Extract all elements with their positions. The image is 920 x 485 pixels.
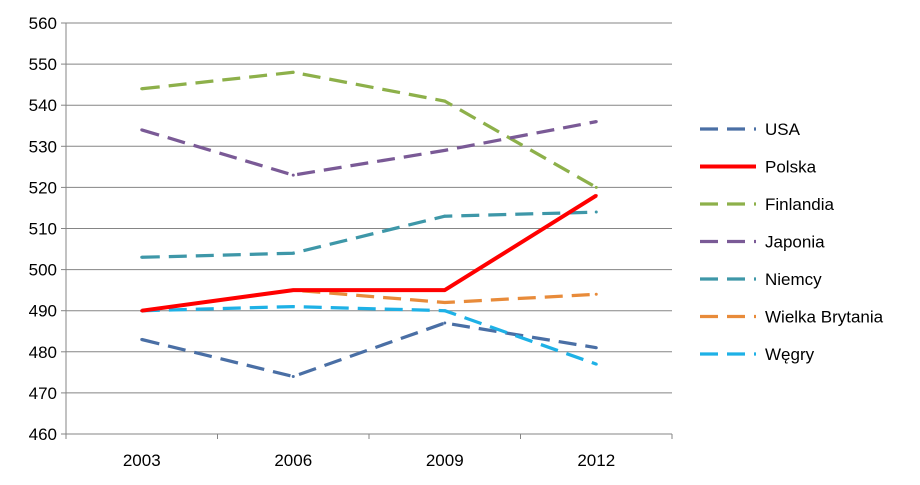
series-line-polska [141, 193, 598, 313]
y-tick-label: 520 [29, 178, 57, 197]
data-point [291, 305, 295, 309]
data-point [140, 255, 144, 259]
series-line-wielka-brytania [141, 288, 597, 313]
legend-label: Niemcy [765, 270, 822, 289]
y-tick-label: 530 [29, 137, 57, 156]
x-tick-label: 2003 [123, 451, 161, 470]
y-tick-label: 540 [29, 96, 57, 115]
x-tick-label: 2012 [577, 451, 615, 470]
legend-label: Finlandia [765, 195, 835, 214]
data-point [443, 288, 447, 292]
data-point [291, 374, 295, 378]
data-point [443, 300, 447, 304]
legend-item: Polska [700, 158, 817, 177]
data-point [291, 70, 295, 74]
series-line-usa [141, 321, 597, 379]
legend-item: Niemcy [700, 270, 822, 289]
y-tick-label: 500 [29, 261, 57, 280]
series-line-niemcy [141, 210, 597, 259]
data-point [443, 309, 447, 313]
legend: USA Polska Finlandia Japonia Niemcy Wielka Br… [700, 120, 884, 364]
legend-item: Japonia [700, 233, 825, 252]
y-tick-label: 550 [29, 55, 57, 74]
series-line-węgry [141, 304, 597, 366]
data-point [140, 128, 144, 132]
series-line-finlandia [141, 70, 598, 189]
data-point [594, 292, 598, 296]
axes: 460 470 480 490 500 510 520 530 540 550 560 2003 200… [29, 14, 673, 470]
series-lines [140, 70, 598, 379]
data-point [594, 210, 598, 214]
series-line-japonia [141, 120, 597, 177]
x-tick-label: 2009 [426, 451, 464, 470]
data-point [594, 194, 598, 198]
y-tick-label: 460 [29, 425, 57, 444]
legend-label: Japonia [765, 233, 825, 252]
legend-label: USA [765, 120, 801, 139]
legend-label: Wielka Brytania [765, 308, 884, 327]
data-point [140, 87, 144, 91]
y-tick-label: 560 [29, 14, 57, 33]
legend-item: Finlandia [700, 195, 835, 214]
data-point [291, 251, 295, 255]
legend-item: USA [700, 120, 801, 139]
data-point [594, 120, 598, 124]
x-tick-label: 2006 [274, 451, 312, 470]
y-tick-label: 470 [29, 384, 57, 403]
data-point [594, 346, 598, 350]
legend-item: Węgry [700, 345, 815, 364]
gridlines [66, 22, 672, 394]
data-point [291, 173, 295, 177]
legend-label: Węgry [765, 345, 815, 364]
y-tick-label: 480 [29, 343, 57, 362]
data-point [443, 214, 447, 218]
data-point [594, 362, 598, 366]
legend-item: Wielka Brytania [700, 308, 884, 327]
data-point [140, 309, 144, 313]
y-tick-label: 490 [29, 302, 57, 321]
data-point [443, 321, 447, 325]
data-point [291, 288, 295, 292]
legend-label: Polska [765, 158, 817, 177]
data-point [443, 99, 447, 103]
data-point [594, 185, 598, 189]
data-point [443, 148, 447, 152]
data-point [140, 337, 144, 341]
y-tick-label: 510 [29, 220, 57, 239]
